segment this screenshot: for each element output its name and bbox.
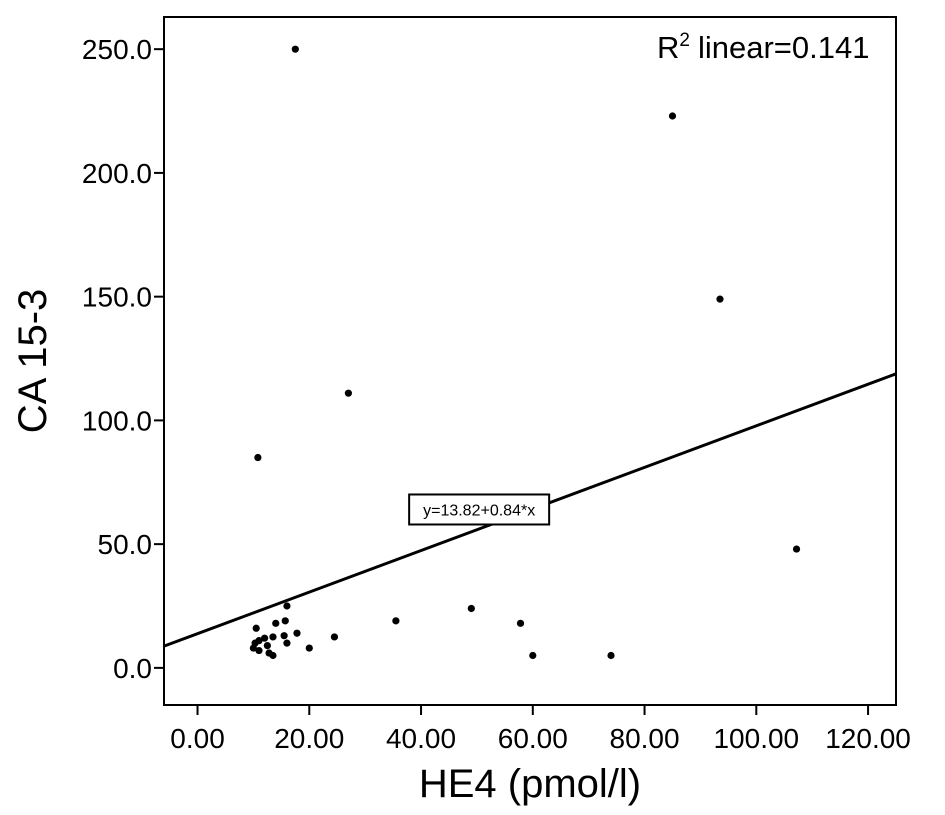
data-point xyxy=(263,642,271,650)
data-point xyxy=(668,112,677,120)
y-tick-label: 100.0 xyxy=(82,405,152,436)
data-point xyxy=(291,45,299,53)
data-points xyxy=(249,45,801,660)
x-tick-label: 0.00 xyxy=(170,723,225,754)
data-point xyxy=(252,624,260,632)
y-axis: 0.0 50.0 100.0 150.0 200.0 250.0 xyxy=(82,34,164,684)
y-tick-label: 50.0 xyxy=(98,529,153,560)
x-tick-label: 100.00 xyxy=(713,723,799,754)
data-point xyxy=(260,634,269,642)
equation-label: y=13.82+0.84*x xyxy=(423,502,535,519)
r-squared-value: linear=0.141 xyxy=(698,30,870,65)
x-tick-label: 60.00 xyxy=(498,723,568,754)
data-point xyxy=(249,644,258,652)
data-point xyxy=(529,651,537,660)
data-point xyxy=(281,617,289,625)
data-point xyxy=(272,619,280,627)
y-tick-label: 250.0 xyxy=(82,34,152,65)
x-tick-label: 40.00 xyxy=(386,723,456,754)
equation-layer: y=13.82+0.84*x xyxy=(408,493,551,526)
data-point xyxy=(792,545,801,553)
x-tick-label: 20.00 xyxy=(274,723,344,754)
data-point xyxy=(255,646,263,655)
data-point xyxy=(716,295,724,303)
data-point xyxy=(607,651,615,660)
equation-box xyxy=(408,493,551,526)
data-point xyxy=(467,604,475,613)
data-point xyxy=(269,633,277,641)
x-tick-label: 80.00 xyxy=(610,723,680,754)
r-squared-annotation: R2 linear=0.141 xyxy=(657,30,869,65)
data-point xyxy=(392,617,400,625)
data-point xyxy=(254,453,262,462)
data-point xyxy=(293,629,301,637)
x-axis: 0.00 20.00 40.00 60.00 80.00 100.00 120.00 xyxy=(170,705,911,754)
y-tick-label: 0.0 xyxy=(113,653,152,684)
y-axis-title: CA 15-3 xyxy=(11,289,55,434)
data-point xyxy=(305,644,313,652)
data-point xyxy=(516,619,525,627)
data-point xyxy=(330,633,339,641)
y-tick-label: 150.0 xyxy=(82,282,152,313)
r-squared-superscript: 2 xyxy=(679,30,690,51)
data-point xyxy=(280,632,288,640)
x-axis-title: HE4 (pmol/l) xyxy=(419,762,641,806)
data-point xyxy=(344,389,352,397)
x-tick-label: 120.00 xyxy=(825,723,911,754)
data-point xyxy=(283,639,291,647)
data-point xyxy=(283,602,291,610)
data-point xyxy=(269,651,277,660)
plot-frame xyxy=(163,16,897,706)
y-tick-label: 200.0 xyxy=(82,158,152,189)
